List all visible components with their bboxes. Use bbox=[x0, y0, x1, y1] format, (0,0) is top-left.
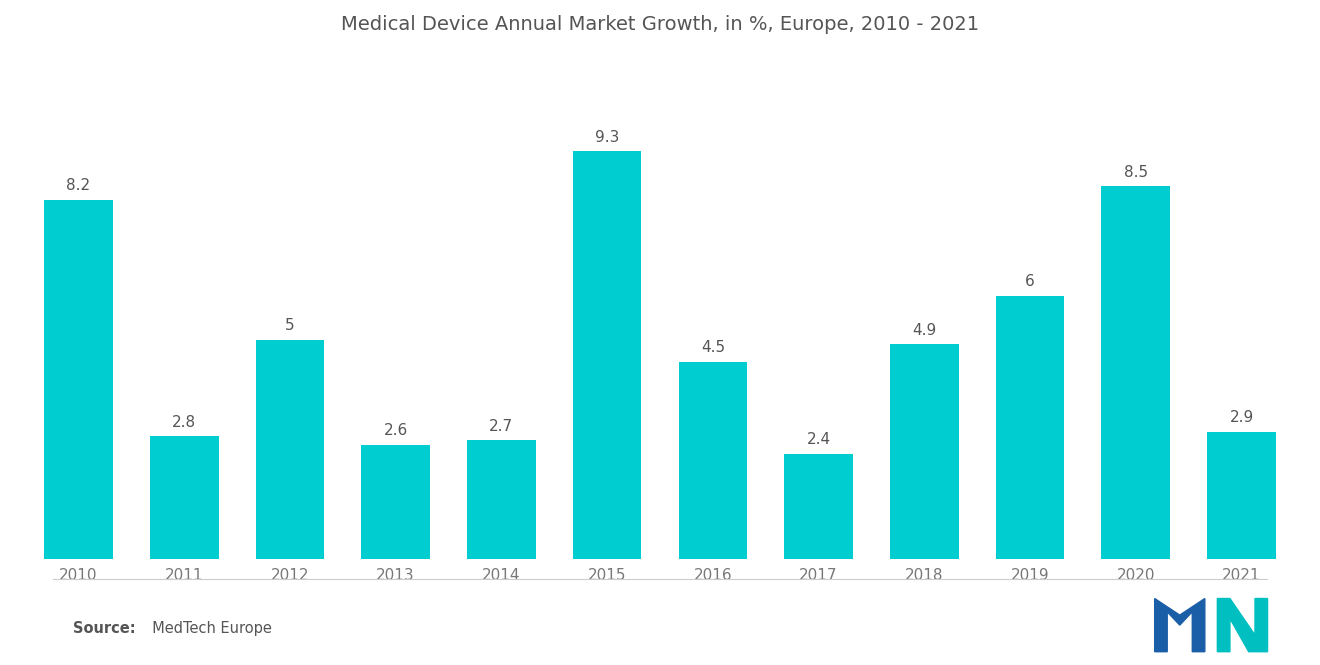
Bar bbox=[784, 454, 853, 559]
Text: 8.2: 8.2 bbox=[66, 178, 91, 193]
Bar bbox=[995, 296, 1064, 559]
Bar bbox=[149, 436, 219, 559]
Text: 2.4: 2.4 bbox=[807, 432, 830, 447]
Text: 2.6: 2.6 bbox=[384, 424, 408, 438]
Text: 4.5: 4.5 bbox=[701, 340, 725, 355]
Text: 2.8: 2.8 bbox=[172, 414, 197, 430]
Bar bbox=[1101, 186, 1171, 559]
Text: 6: 6 bbox=[1026, 275, 1035, 289]
Text: 9.3: 9.3 bbox=[595, 130, 619, 145]
Bar bbox=[1208, 432, 1276, 559]
Bar bbox=[678, 362, 747, 559]
Title: Medical Device Annual Market Growth, in %, Europe, 2010 - 2021: Medical Device Annual Market Growth, in … bbox=[341, 15, 979, 34]
Bar bbox=[44, 200, 112, 559]
Text: 8.5: 8.5 bbox=[1123, 165, 1148, 180]
Bar bbox=[256, 340, 325, 559]
Text: 5: 5 bbox=[285, 318, 294, 333]
Text: 2.9: 2.9 bbox=[1229, 410, 1254, 425]
Polygon shape bbox=[1217, 598, 1267, 652]
Bar bbox=[467, 440, 536, 559]
Bar bbox=[362, 445, 430, 559]
Bar bbox=[573, 152, 642, 559]
Polygon shape bbox=[1155, 598, 1205, 652]
Text: MedTech Europe: MedTech Europe bbox=[143, 621, 272, 636]
Text: 2.7: 2.7 bbox=[490, 419, 513, 434]
Bar bbox=[890, 344, 958, 559]
Text: 4.9: 4.9 bbox=[912, 323, 936, 338]
Text: Source:: Source: bbox=[73, 621, 135, 636]
